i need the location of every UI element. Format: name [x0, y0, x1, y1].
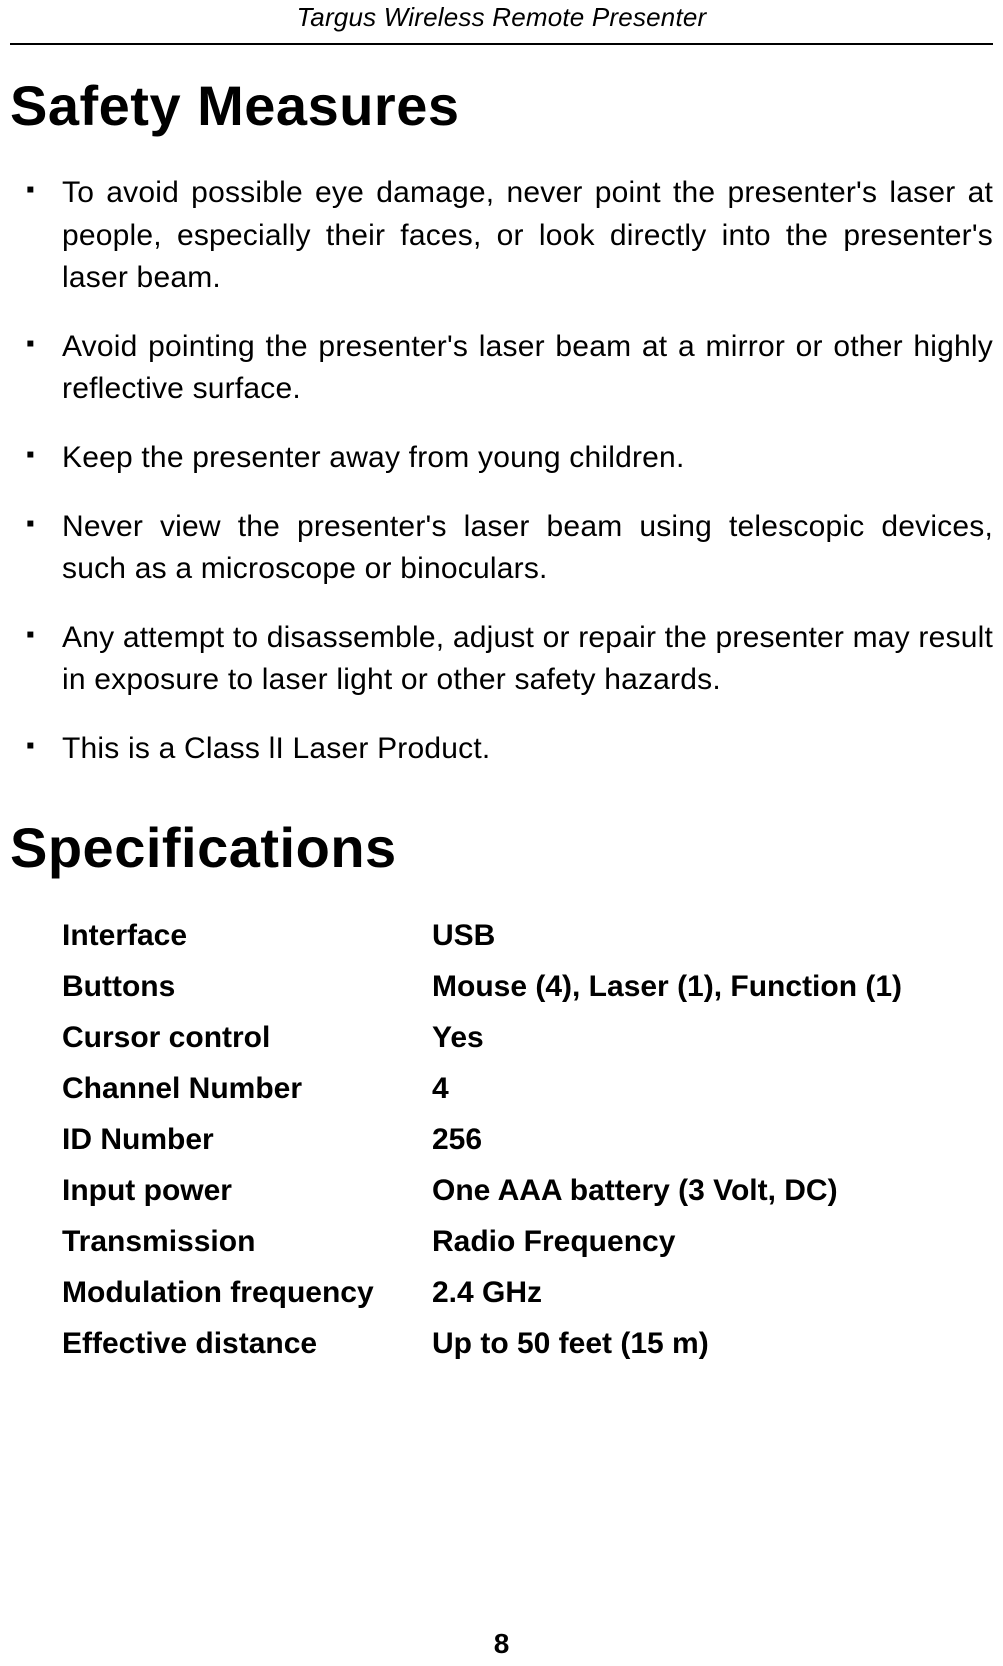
safety-bullet: Avoid pointing the presenter's laser bea…	[62, 326, 993, 411]
spec-label: Buttons	[62, 961, 432, 1012]
safety-bullet-list: To avoid possible eye damage, never poin…	[10, 172, 993, 771]
spec-value: Radio Frequency	[432, 1216, 993, 1267]
manual-page: Targus Wireless Remote Presenter Safety …	[0, 0, 1003, 1666]
safety-heading: Safety Measures	[10, 73, 993, 138]
page-number: 8	[0, 1628, 1003, 1660]
spec-row: Input power One AAA battery (3 Volt, DC)	[62, 1165, 993, 1216]
safety-bullet: Any attempt to disassemble, adjust or re…	[62, 617, 993, 702]
spec-label: Effective distance	[62, 1318, 432, 1369]
spec-row: Interface USB	[62, 910, 993, 961]
spec-value: One AAA battery (3 Volt, DC)	[432, 1165, 993, 1216]
spec-label: Transmission	[62, 1216, 432, 1267]
spec-row: Transmission Radio Frequency	[62, 1216, 993, 1267]
spec-row: Buttons Mouse (4), Laser (1), Function (…	[62, 961, 993, 1012]
spec-value: 2.4 GHz	[432, 1267, 993, 1318]
spec-label: Interface	[62, 910, 432, 961]
safety-bullet: To avoid possible eye damage, never poin…	[62, 172, 993, 300]
safety-bullet: This is a Class lI Laser Product.	[62, 728, 993, 771]
spec-value: Up to 50 feet (15 m)	[432, 1318, 993, 1369]
safety-bullet: Never view the presenter's laser beam us…	[62, 506, 993, 591]
spec-value: USB	[432, 910, 993, 961]
spec-row: Cursor control Yes	[62, 1012, 993, 1063]
running-head: Targus Wireless Remote Presenter	[10, 0, 993, 45]
spec-value: Yes	[432, 1012, 993, 1063]
spec-value: 256	[432, 1114, 993, 1165]
safety-bullet: Keep the presenter away from young child…	[62, 437, 993, 480]
spec-label: ID Number	[62, 1114, 432, 1165]
spec-label: Input power	[62, 1165, 432, 1216]
spec-row: Modulation frequency 2.4 GHz	[62, 1267, 993, 1318]
spec-row: ID Number 256	[62, 1114, 993, 1165]
spec-label: Modulation frequency	[62, 1267, 432, 1318]
spec-row: Channel Number 4	[62, 1063, 993, 1114]
spec-table: Interface USB Buttons Mouse (4), Laser (…	[10, 910, 993, 1369]
spec-label: Cursor control	[62, 1012, 432, 1063]
spec-row: Effective distance Up to 50 feet (15 m)	[62, 1318, 993, 1369]
spec-value: Mouse (4), Laser (1), Function (1)	[432, 961, 993, 1012]
specifications-heading: Specifications	[10, 815, 993, 880]
spec-label: Channel Number	[62, 1063, 432, 1114]
spec-value: 4	[432, 1063, 993, 1114]
